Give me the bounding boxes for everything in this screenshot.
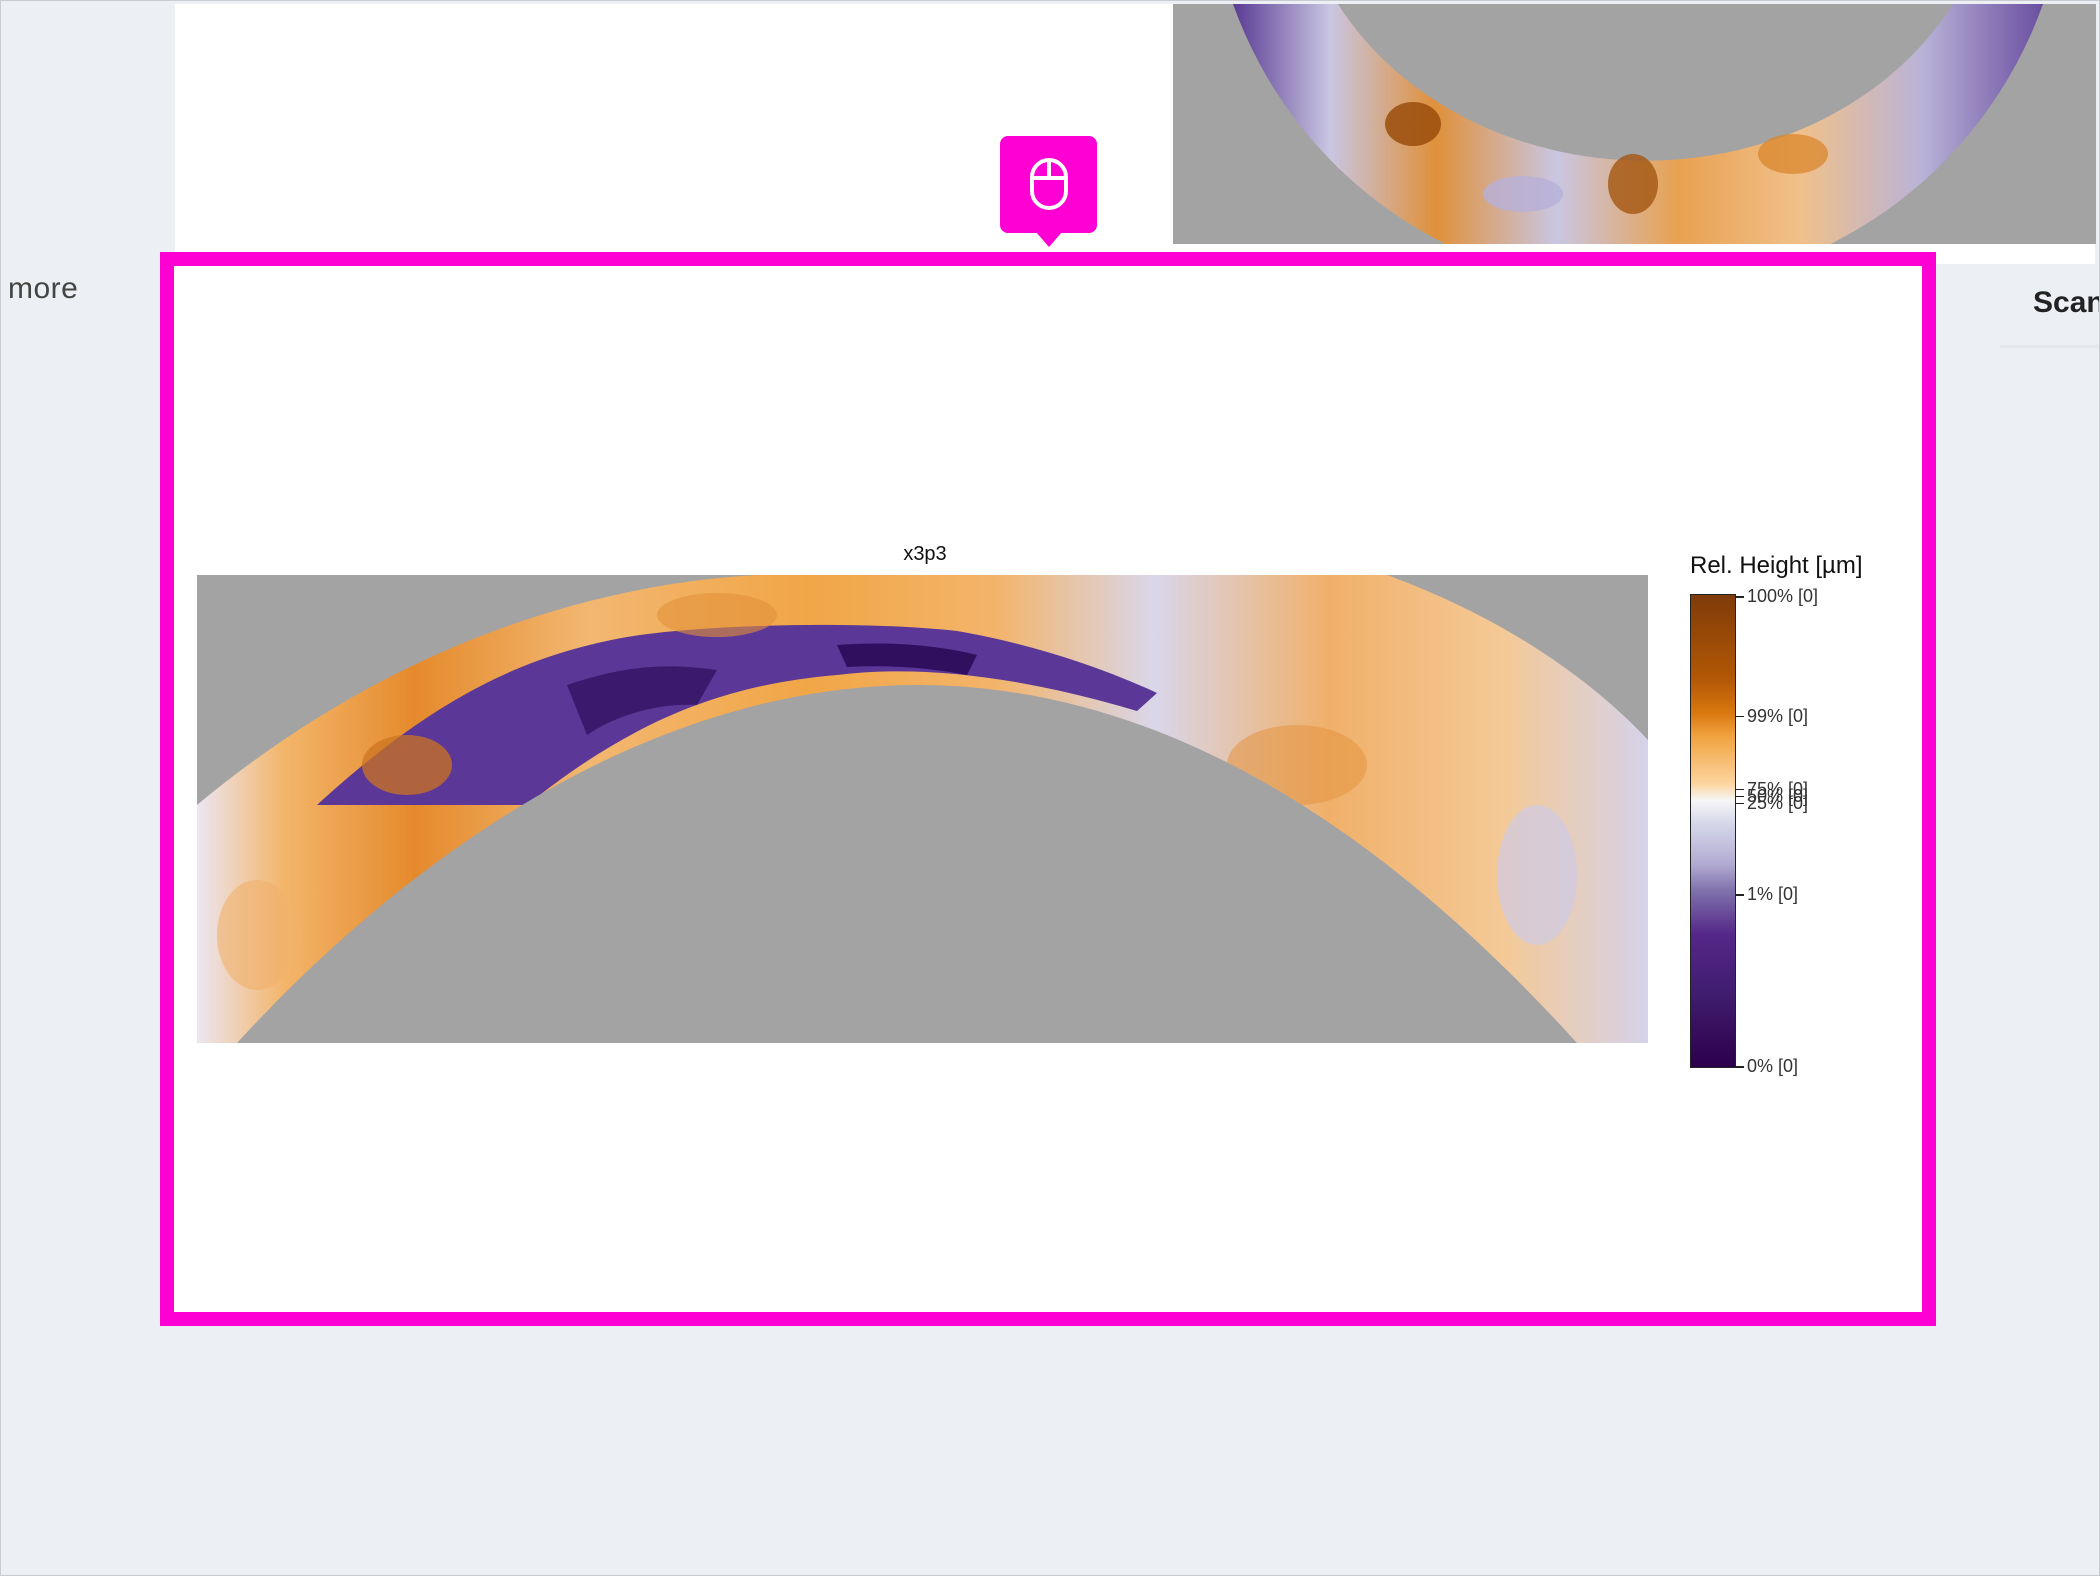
legend-tick-mark [1736,596,1744,598]
surface-height-heatmap [197,575,1648,1043]
legend-tick-mark [1736,788,1744,791]
legend-tick-label: 100% [0] [1747,586,1819,606]
legend-tick-mark [1736,894,1744,896]
legend-colorbar [1690,594,1736,1068]
legend-tick-mark [1736,715,1744,718]
more-link[interactable]: more [8,272,79,305]
legend-tick-label: 99% [0] [1747,705,1809,726]
legend-tick-label: 0% [0] [1747,1056,1799,1076]
mouse-icon [1000,136,1097,247]
plot-title: x3p3 [903,543,947,565]
legend-tick-label: 1% [0] [1747,884,1799,905]
previous-scan-image [1173,4,2096,244]
scan-tab-underline [2000,345,2100,348]
legend-tick-mark [1736,802,1744,805]
legend-tick-mark [1736,1066,1744,1068]
legend-tick-label: 50% [0] [1747,785,1809,806]
legend-tick-label: 75% [0] [1747,778,1809,799]
scan-tab-label[interactable]: Scan [2033,286,2099,319]
legend-tick-mark [1736,795,1744,798]
legend-title: Rel. Height [µm] [1690,552,1863,579]
legend-tick-label: 25% [0] [1747,792,1809,813]
